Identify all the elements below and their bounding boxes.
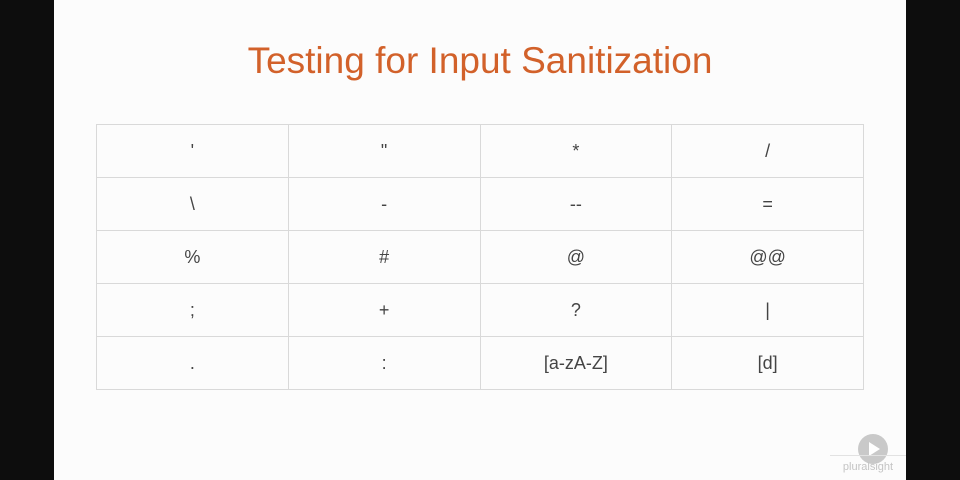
pluralsight-logo: pluralsight — [830, 455, 906, 478]
table-cell: ' — [96, 124, 289, 178]
table-cell: % — [96, 230, 289, 284]
table-cell: : — [287, 336, 481, 390]
play-icon[interactable] — [858, 434, 888, 464]
table-cell: -- — [479, 177, 673, 231]
table-row: \ - -- = — [96, 177, 864, 231]
table-row: . : [a-zA-Z] [d] — [96, 336, 864, 390]
table-cell: = — [671, 177, 864, 231]
table-cell: - — [287, 177, 481, 231]
table-cell: @ — [479, 230, 673, 284]
slide-title: Testing for Input Sanitization — [247, 40, 713, 81]
pluralsight-watermark[interactable]: pluralsight — [830, 430, 906, 480]
table-cell: + — [287, 283, 481, 337]
table-cell: ; — [96, 283, 289, 337]
table-cell: \ — [96, 177, 289, 231]
table-cell: [a-zA-Z] — [479, 336, 673, 390]
slide: Testing for Input Sanitization ' " * / \… — [54, 0, 906, 480]
table-cell: @@ — [671, 230, 864, 284]
table-cell: . — [96, 336, 289, 390]
table-row: % # @ @@ — [96, 230, 864, 284]
table-row: ; + ? | — [96, 283, 864, 337]
table-cell: " — [287, 124, 481, 178]
table-cell: # — [287, 230, 481, 284]
table-row: ' " * / — [96, 124, 864, 178]
table-cell: * — [479, 124, 673, 178]
table-cell: [d] — [671, 336, 864, 390]
table-cell: ? — [479, 283, 673, 337]
character-table: ' " * / \ - -- = % # @ @@ — [96, 124, 864, 390]
table-cell: | — [671, 283, 864, 337]
table-cell: / — [671, 124, 864, 178]
